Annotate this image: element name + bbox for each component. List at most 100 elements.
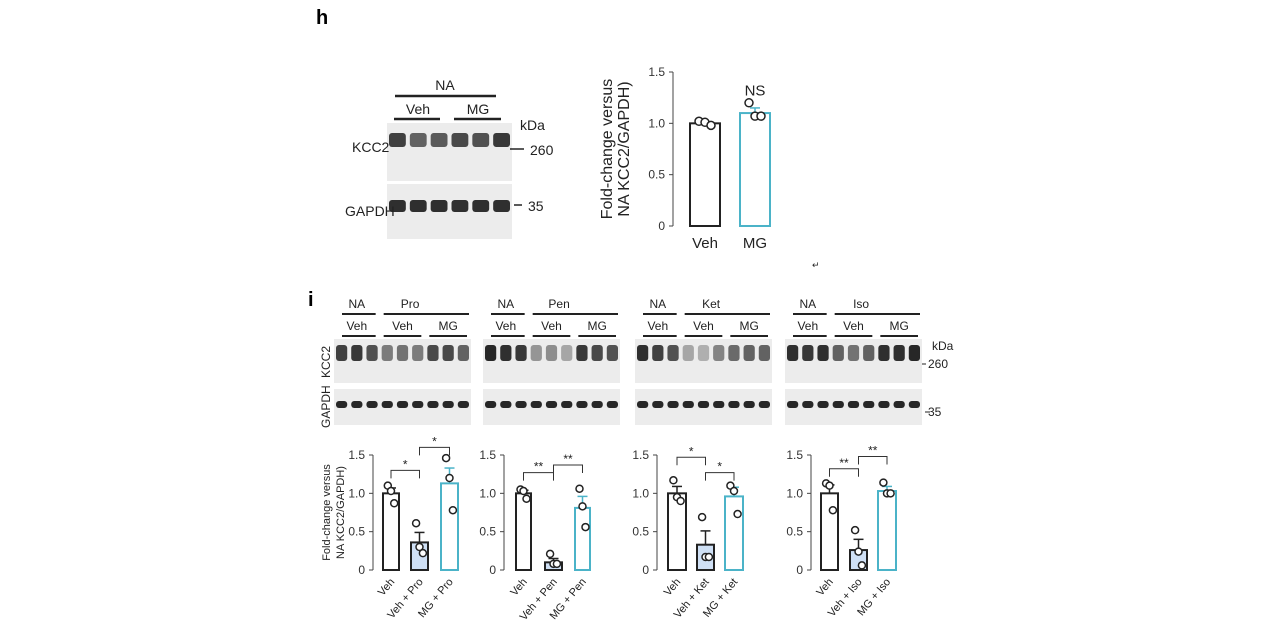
blot-band [427, 345, 439, 361]
data-point [418, 548, 428, 558]
blot-band [366, 345, 378, 361]
y-tick-label: 1.0 [648, 116, 665, 130]
y-tick-label: 1.0 [479, 486, 496, 500]
blot-i-subgroup-label: Veh [392, 319, 413, 333]
x-tick-label: Veh [814, 576, 835, 598]
blot-band [493, 133, 510, 147]
blot-band [697, 345, 710, 361]
blot-band [515, 401, 527, 408]
blot-i-marker-260: 260 [928, 357, 948, 371]
y-tick-label: 0 [796, 563, 803, 577]
blot-band [561, 401, 573, 408]
data-point [669, 476, 678, 485]
x-tick-label: Veh [508, 576, 529, 598]
blot-band [442, 345, 454, 361]
bar [689, 122, 721, 227]
data-point [697, 512, 707, 522]
data-point [706, 120, 716, 131]
blot-band [591, 401, 603, 408]
western-blot-h [387, 123, 512, 239]
blot-band [682, 345, 694, 361]
blot-i-subgroup-label: MG [739, 319, 758, 333]
blot-band [606, 345, 618, 361]
y-tick-label: 0 [358, 563, 365, 577]
data-point [825, 481, 834, 490]
significance-bracket [858, 456, 888, 465]
blot-band [430, 133, 448, 147]
blot-h-marker-260: 260 [530, 142, 554, 158]
return-mark: ↵ [812, 260, 820, 270]
blot-i-control-label: NA [348, 297, 365, 311]
blot-band [366, 401, 378, 408]
significance-label: * [717, 460, 722, 474]
blot-h-marker-35: 35 [528, 198, 544, 214]
data-point [854, 547, 863, 556]
data-point [389, 499, 399, 508]
data-point [411, 518, 421, 528]
data-point [519, 486, 528, 496]
significance-bracket [676, 456, 706, 466]
blot-h-kcc2 [387, 123, 512, 181]
blot-band [697, 401, 710, 408]
blot-band [832, 345, 844, 361]
blot-band [351, 345, 363, 361]
blot-band [409, 200, 427, 212]
bar [667, 492, 687, 572]
y-tick-label: 0 [658, 219, 665, 233]
blot-band [396, 401, 409, 408]
blot-i-subgroup-label: Veh [541, 319, 562, 333]
y-axis-label: NA KCC2/GAPDH) [616, 81, 633, 216]
data-point [441, 453, 451, 463]
chart-h: 0 0.5 1.0 1.5 Fold-change versus NA KCC2/GAPD… [599, 65, 771, 252]
data-point [415, 542, 424, 552]
blot-band [743, 401, 755, 408]
data-point [581, 522, 590, 532]
data-point [756, 111, 766, 121]
blot-band [412, 401, 424, 408]
blot-band [493, 200, 510, 212]
data-point [676, 496, 685, 506]
x-tick-label: Veh [692, 235, 718, 252]
blot-band [637, 401, 649, 408]
blot-i-drug-label: Iso [853, 297, 869, 311]
blot-band [728, 345, 740, 361]
bar [820, 492, 839, 572]
blot-i-subgroup-label: Veh [495, 319, 516, 333]
blot-h-subgroup-mg: MG [467, 101, 490, 117]
data-point [857, 561, 867, 570]
significance-label: * [689, 444, 694, 458]
blot-i-drug-label: Pen [548, 297, 569, 311]
blot-band [530, 401, 542, 408]
blot-band [472, 133, 490, 147]
data-point [704, 552, 714, 562]
blot-i-subgroup-label: MG [889, 319, 908, 333]
blot-band [576, 401, 588, 408]
blot-i-control-label: NA [799, 297, 816, 311]
significance-label: ** [563, 452, 573, 466]
blot-band [637, 345, 649, 361]
blot-band [472, 200, 490, 212]
blot-i-subgroup-label: Veh [797, 319, 818, 333]
blot-i-subgroup-label: MG [587, 319, 606, 333]
blot-i-row-gapdh: GAPDH [319, 385, 333, 428]
y-tick-label: 0 [642, 563, 649, 577]
blot-h-kda-label: kDa [520, 117, 545, 133]
blot-i-subgroup-label: Veh [843, 319, 864, 333]
data-point [744, 98, 754, 108]
data-point [448, 505, 458, 515]
blot-i-subgroup-label: Veh [346, 319, 367, 333]
significance-label: ** [868, 444, 878, 458]
x-tick-label: Veh [376, 576, 397, 598]
y-tick-label: 0.5 [479, 525, 496, 539]
blot-i-row-kcc2: KCC2 [319, 346, 333, 378]
bar [877, 490, 897, 571]
y-axis-label: Fold-change versus [599, 79, 616, 220]
data-point [445, 473, 454, 483]
data-point [850, 525, 860, 535]
blot-band [787, 401, 799, 408]
blot-band [427, 401, 439, 408]
y-tick-label: 0 [489, 563, 496, 577]
